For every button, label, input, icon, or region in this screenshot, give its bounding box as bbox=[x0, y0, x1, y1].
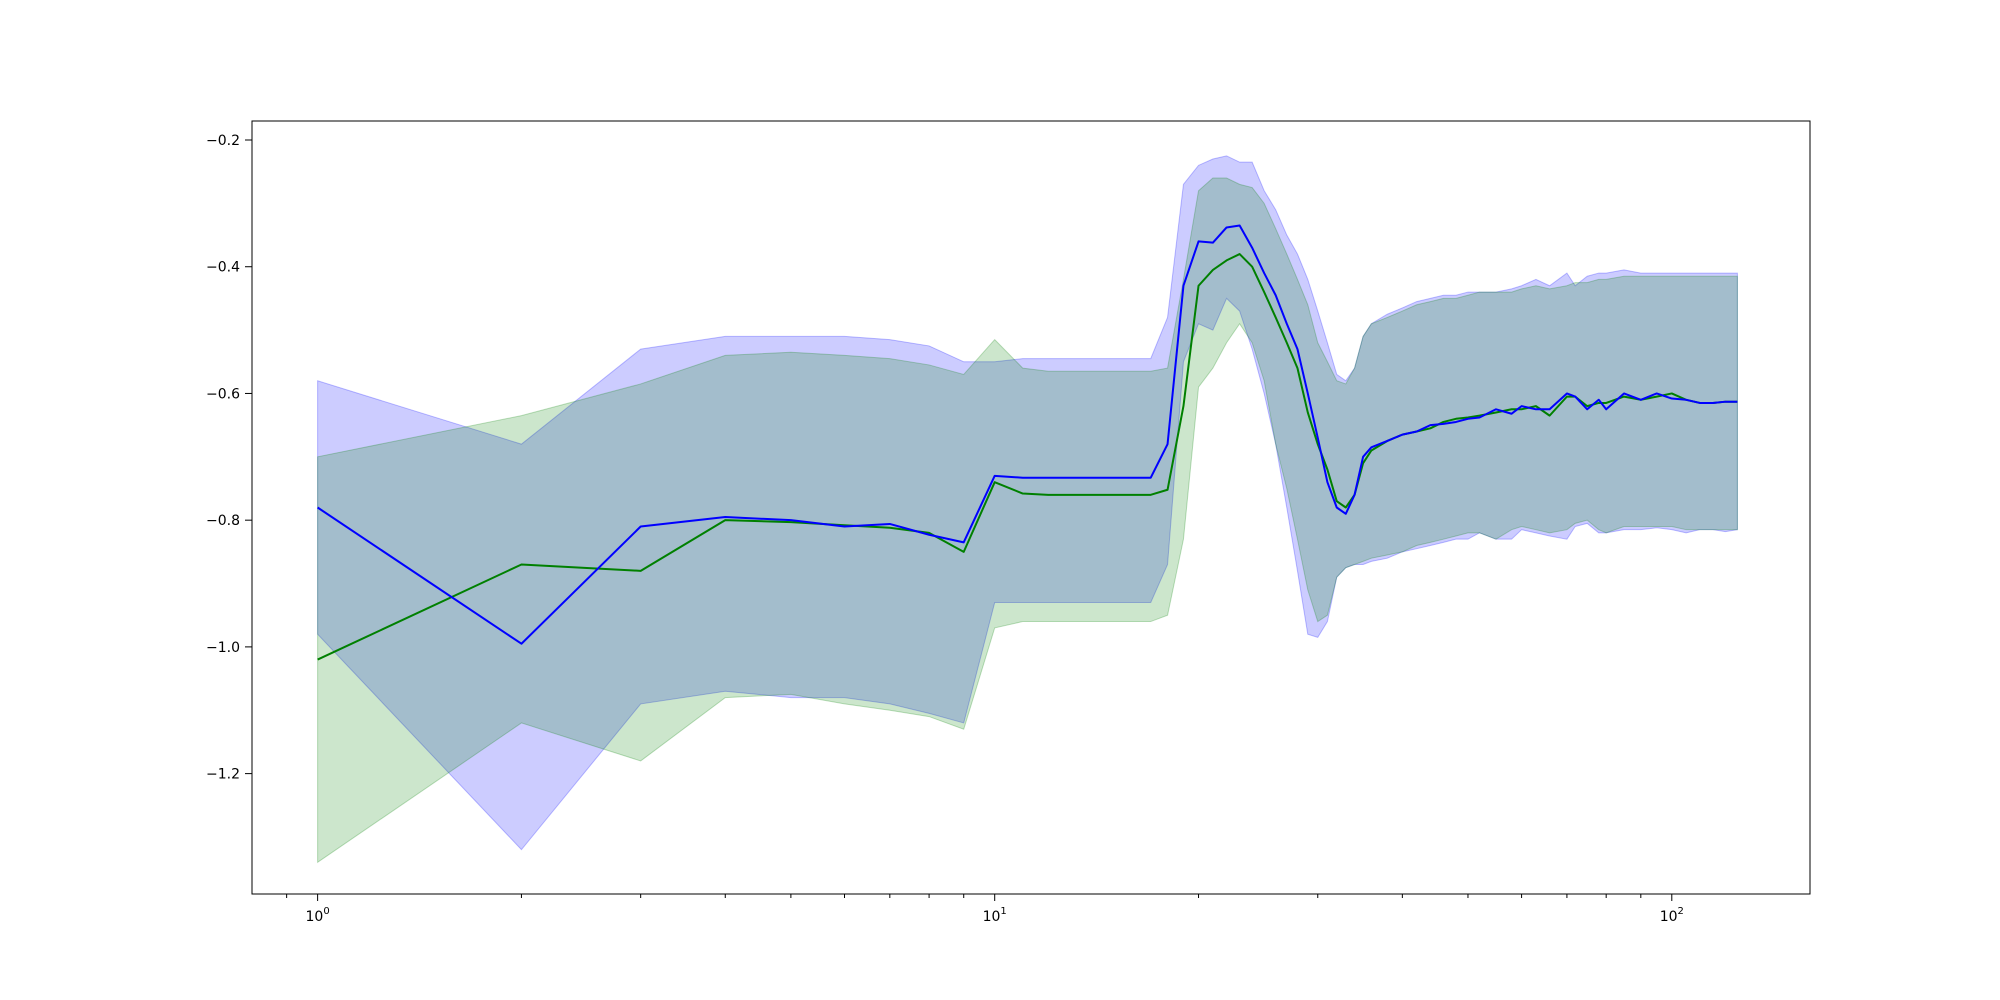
x-tick-label: 101 bbox=[983, 906, 1007, 925]
y-tick-label: −1.0 bbox=[206, 640, 240, 656]
x-tick-label: 102 bbox=[1660, 906, 1684, 925]
mean-lines bbox=[317, 224, 1738, 661]
confidence-bands bbox=[317, 155, 1738, 864]
y-tick-label: −0.6 bbox=[206, 386, 240, 402]
x-axis: 100 101 102 bbox=[286, 894, 1684, 925]
plot-frame bbox=[251, 120, 1811, 895]
y-tick-label: −1.2 bbox=[206, 767, 240, 783]
series-1-band bbox=[317, 155, 1738, 851]
y-tick-label: −0.2 bbox=[206, 133, 240, 149]
y-tick-label: −0.8 bbox=[206, 513, 240, 529]
y-tick-label: −0.4 bbox=[206, 260, 240, 276]
series-2-band bbox=[317, 177, 1738, 864]
x-tick-label: 100 bbox=[306, 906, 330, 925]
y-axis: −0.2 −0.4 −0.6 −0.8 −1.0 −1.2 bbox=[206, 133, 252, 783]
series-1-line bbox=[317, 224, 1738, 645]
